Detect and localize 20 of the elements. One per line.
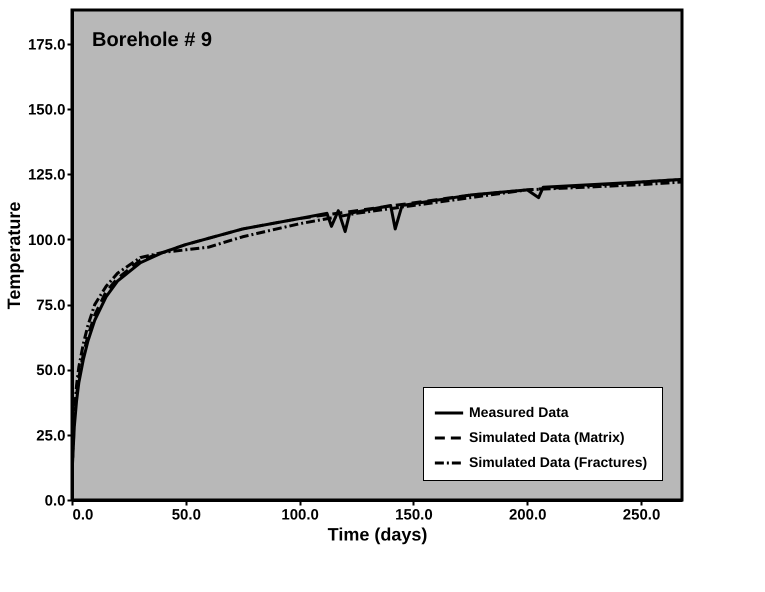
legend-label: Simulated Data (Fractures) <box>469 454 648 470</box>
x-tick-label: 100.0 <box>281 506 319 524</box>
y-tick-label: 25.0 <box>36 427 66 444</box>
y-tick-label: 75.0 <box>36 297 66 314</box>
y-tick-label: 150.0 <box>28 102 66 119</box>
y-tick-label: 125.0 <box>28 166 66 184</box>
x-tick-label: 200.0 <box>508 506 546 524</box>
x-tick-label: 150.0 <box>395 506 433 524</box>
legend-label: Measured Data <box>469 404 569 420</box>
legend-label: Simulated Data (Matrix) <box>469 429 625 445</box>
y-tick-label: 175.0 <box>28 36 66 54</box>
x-tick-label: 250.0 <box>622 506 660 524</box>
annotation: Borehole # 9 <box>92 29 212 51</box>
x-axis-title: Time (days) <box>328 524 428 544</box>
y-axis-title: Temperature <box>4 202 24 310</box>
y-tick-label: 0.0 <box>44 492 66 510</box>
y-tick-label: 50.0 <box>36 362 66 380</box>
x-tick-label: 50.0 <box>172 506 201 524</box>
y-tick-label: 100.0 <box>28 232 66 249</box>
x-tick-label: 0.0 <box>72 506 94 524</box>
